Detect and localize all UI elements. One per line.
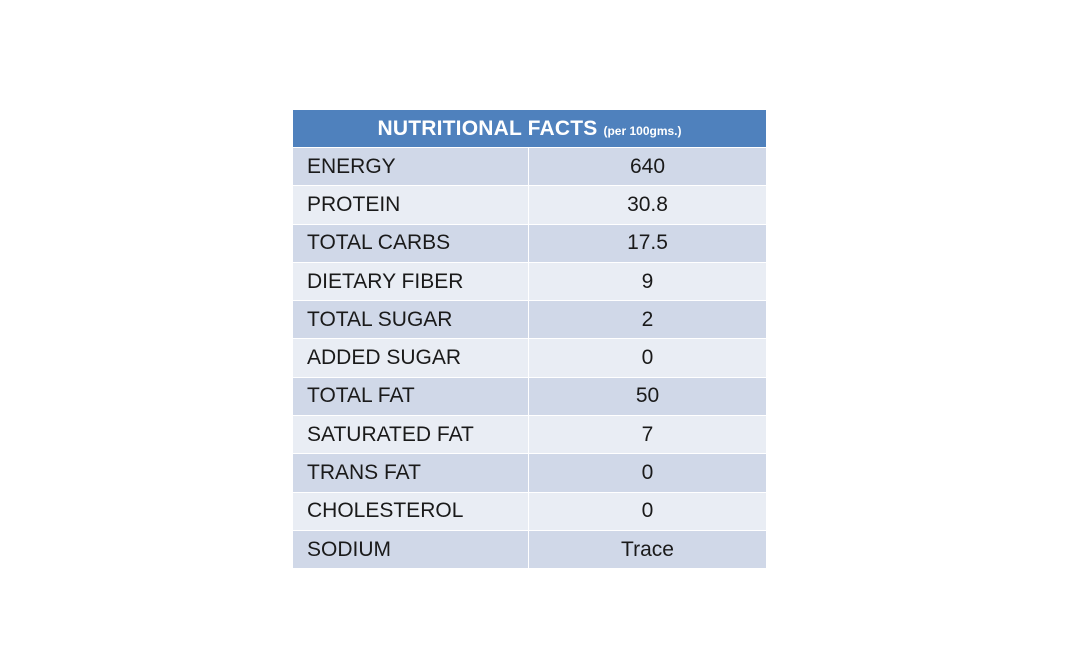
table-header: NUTRITIONAL FACTS (per 100gms.) — [293, 110, 766, 147]
table-row: ADDED SUGAR 0 — [293, 338, 766, 377]
nutrient-value: 2 — [641, 307, 654, 331]
table-row: TOTAL CARBS 17.5 — [293, 223, 766, 262]
nutrient-name: DIETARY FIBER — [293, 262, 529, 301]
nutrient-name: CHOLESTEROL — [293, 492, 529, 530]
nutrient-value: 50 — [635, 384, 660, 408]
nutrient-name: SATURATED FAT — [293, 416, 529, 454]
table-row: DIETARY FIBER 9 — [293, 261, 766, 301]
table-row: ENERGY 640 — [293, 147, 766, 186]
nutrient-name: TRANS FAT — [293, 454, 529, 492]
table-row: TOTAL SUGAR 2 — [293, 300, 766, 339]
nutrient-value: Trace — [621, 537, 674, 561]
table-subtitle: (per 100gms.) — [603, 123, 682, 138]
table-row: TRANS FAT 0 — [293, 453, 766, 492]
table-row: SATURATED FAT 7 — [293, 415, 766, 454]
table-body: ENERGY 640 PROTEIN 30.8 TOTAL CARBS 17.5… — [293, 147, 766, 569]
nutrient-value: 0 — [641, 346, 654, 370]
nutrient-value: 0 — [641, 499, 654, 523]
table-row: TOTAL FAT 50 — [293, 376, 766, 416]
nutrient-name: ADDED SUGAR — [293, 339, 529, 377]
table-row: CHOLESTEROL 0 — [293, 491, 766, 530]
nutrient-value: 640 — [629, 154, 666, 178]
nutrient-value: 7 — [641, 422, 654, 446]
nutrient-value: 9 — [641, 269, 654, 293]
nutrient-name: TOTAL SUGAR — [293, 301, 529, 339]
nutrient-value: 0 — [641, 461, 654, 485]
nutrient-name: ENERGY — [293, 148, 529, 186]
nutrient-name: PROTEIN — [293, 186, 529, 224]
table-row: SODIUM Trace — [293, 529, 766, 569]
nutrient-value: 30.8 — [627, 192, 668, 216]
table-row: PROTEIN 30.8 — [293, 185, 766, 224]
nutrition-facts-table: NUTRITIONAL FACTS (per 100gms.) ENERGY 6… — [293, 110, 766, 569]
nutrient-name: SODIUM — [293, 530, 529, 569]
nutrient-name: TOTAL FAT — [293, 377, 529, 416]
table-title: NUTRITIONAL FACTS — [377, 116, 598, 140]
nutrient-name: TOTAL CARBS — [293, 224, 529, 262]
nutrient-value: 17.5 — [627, 231, 668, 255]
